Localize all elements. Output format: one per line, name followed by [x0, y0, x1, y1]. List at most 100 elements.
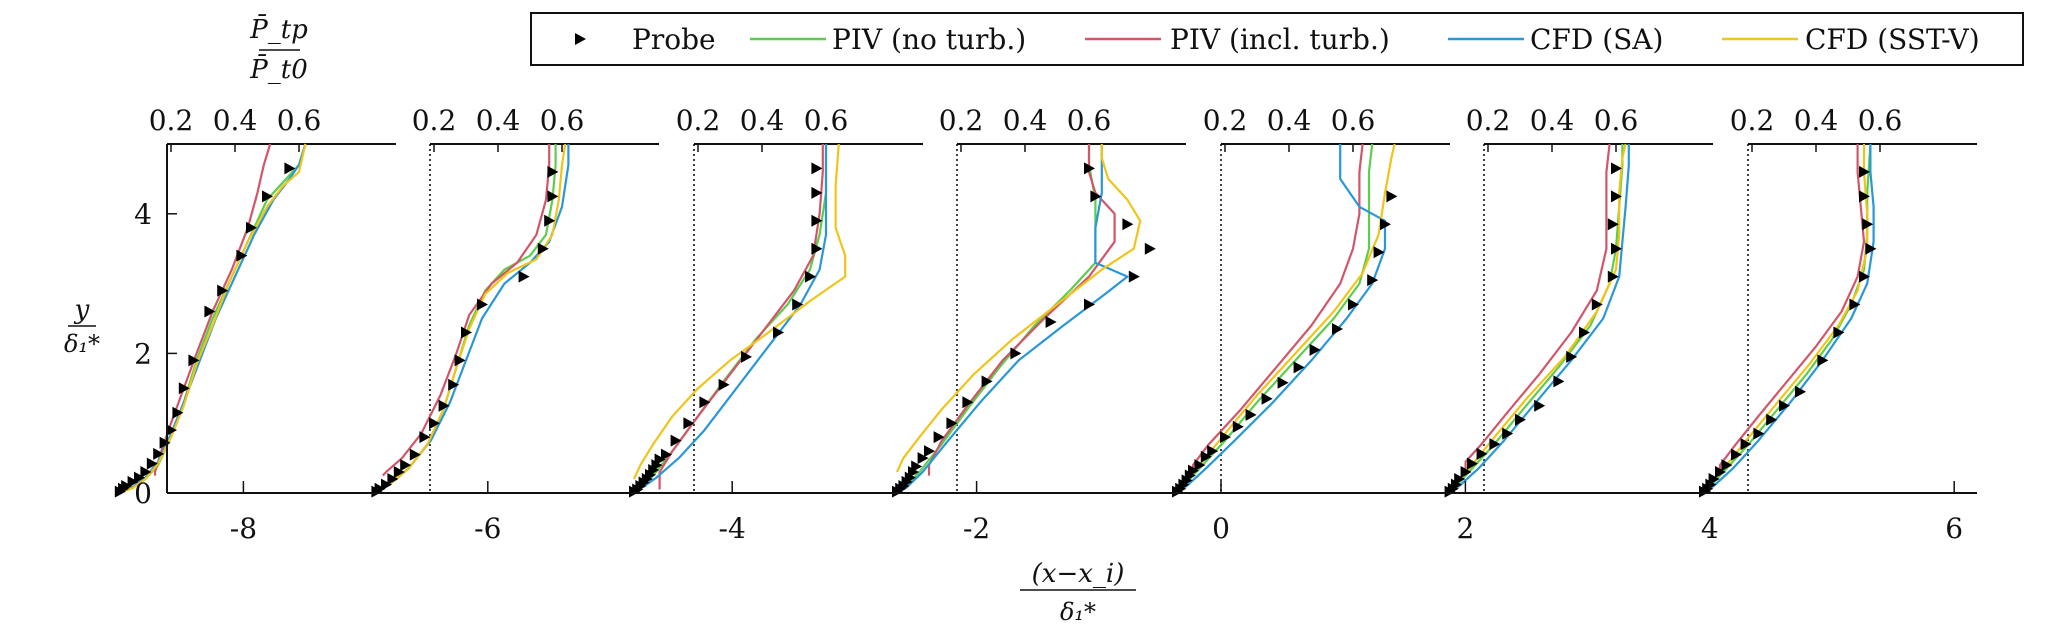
probe-marker: [1859, 190, 1870, 203]
probe-marker: [1611, 162, 1622, 175]
probe-marker: [648, 463, 660, 476]
panel-1: 0.2 0.4 0.6: [114, 104, 396, 498]
probe-marker: [262, 190, 273, 203]
probe-marker: [1859, 270, 1870, 283]
top-tick-label: 0.2: [1730, 104, 1775, 137]
probe-marker: [805, 270, 816, 283]
series-line-cfd-sst-v-: [1176, 143, 1396, 494]
probe-marker: [773, 326, 784, 339]
series-line-piv-no-turb-: [633, 144, 828, 494]
probe-marker: [544, 214, 556, 227]
probe-marker: [1766, 413, 1778, 426]
probe-marker: [1348, 298, 1359, 311]
top-label-numerator: P̄_tp: [249, 13, 308, 45]
probe-marker: [1611, 242, 1622, 255]
x-label-denominator: δ₁*: [1060, 598, 1096, 626]
probe-marker: [1309, 343, 1321, 356]
probe-marker: [1865, 242, 1877, 255]
y-tick-label: 4: [134, 198, 152, 231]
probe-marker: [1859, 165, 1870, 178]
probe-marker: [904, 471, 916, 484]
legend-label: Probe: [632, 23, 716, 56]
probe-marker: [547, 190, 559, 203]
probe-marker: [962, 396, 974, 409]
probe-marker: [1128, 270, 1140, 283]
panel-6: 0.2 0.4 0.6: [1444, 104, 1713, 498]
x-tick-label: 6: [1945, 512, 1963, 545]
y-axis: 0 2 4: [134, 144, 177, 510]
probe-marker: [1515, 413, 1526, 426]
probe-marker: [651, 459, 663, 472]
probe-marker: [933, 431, 945, 444]
probe-marker: [1451, 478, 1462, 491]
probe-marker: [1534, 399, 1546, 412]
probe-marker: [654, 453, 666, 466]
probe-marker: [159, 436, 171, 449]
probe-marker: [1779, 399, 1790, 412]
series-line-cfd-sa-: [633, 144, 828, 494]
probe-marker: [1220, 431, 1231, 444]
legend: Probe PIV (no turb.) PIV (incl. turb.) CFD …: [530, 12, 2024, 66]
top-tick-label: 0.4: [476, 104, 521, 137]
probe-marker: [1833, 326, 1845, 339]
probe-marker: [454, 354, 466, 367]
probe-marker: [1579, 326, 1590, 339]
probe-marker: [946, 417, 958, 430]
probe-marker: [1607, 218, 1619, 231]
top-tick-label: 0.4: [1267, 104, 1312, 137]
probe-marker: [1144, 242, 1156, 255]
x-tick-label: 4: [1701, 512, 1719, 545]
probe-marker: [1862, 218, 1874, 231]
probe-marker: [1010, 347, 1022, 360]
series-line-piv-incl-turb-: [381, 144, 551, 477]
top-tick-label: 0.2: [939, 104, 984, 137]
legend-label: CFD (SST-V): [1805, 23, 1980, 56]
top-tick-label: 0.2: [676, 104, 721, 137]
probe-marker: [1373, 246, 1385, 259]
probe-marker: [134, 471, 145, 484]
series-line-piv-incl-turb-: [1464, 143, 1611, 476]
top-tick-label: 0.6: [1331, 104, 1376, 137]
y-label-numerator: y: [74, 295, 90, 325]
series-line-cfd-sa-: [1448, 144, 1630, 494]
probe-marker: [911, 460, 923, 473]
probe-marker: [1232, 420, 1244, 433]
probe-marker: [1200, 450, 1212, 463]
series-line-cfd-sst-v-: [895, 144, 1142, 473]
series-line-piv-no-turb-: [896, 144, 1097, 494]
probe-marker: [1566, 350, 1578, 363]
probe-marker: [178, 382, 190, 395]
probe-marker: [661, 448, 672, 461]
series-line-cfd-sst-v-: [119, 143, 307, 495]
probe-marker: [924, 445, 935, 458]
y-tick-label: 2: [134, 337, 152, 370]
probe-marker: [1045, 315, 1057, 328]
top-tick-label: 0.4: [1003, 104, 1048, 137]
series-line-piv-incl-turb-: [1191, 143, 1364, 476]
top-tick-label: 0.2: [412, 104, 457, 137]
probe-marker: [917, 452, 929, 465]
probe-marker: [811, 242, 823, 255]
probe-marker: [400, 459, 412, 472]
probe-marker: [1245, 408, 1257, 421]
probe-marker: [127, 475, 139, 488]
top-tick-label: 0.4: [213, 104, 258, 137]
probe-marker: [645, 468, 656, 481]
probe-marker: [699, 396, 711, 409]
probe-marker: [547, 165, 559, 178]
y-axis-label: y δ₁*: [64, 295, 100, 358]
probe-marker: [381, 478, 392, 491]
top-tick-label: 0.2: [149, 104, 194, 137]
probe-marker: [387, 473, 399, 486]
panels-group: 0.2 0.4 0.6 0.2 0.4 0.6 0.2 0.4 0.6 0.2 0.4 0.6 0.2 0…: [114, 104, 1977, 498]
probe-marker: [1489, 438, 1501, 451]
probe-marker: [518, 270, 530, 283]
top-tick-label: 0.6: [277, 104, 322, 137]
probe-marker: [1591, 298, 1603, 311]
x-tick-label: -2: [963, 512, 990, 545]
top-tick-label: 0.6: [804, 104, 849, 137]
x-axis-bottom: -8 -6 -4 -2 0 2 4 6: [167, 481, 1977, 545]
series-line-piv-no-turb-: [1176, 143, 1374, 494]
panel-4: 0.2 0.4 0.6: [892, 104, 1186, 498]
probe-marker: [1207, 445, 1219, 458]
